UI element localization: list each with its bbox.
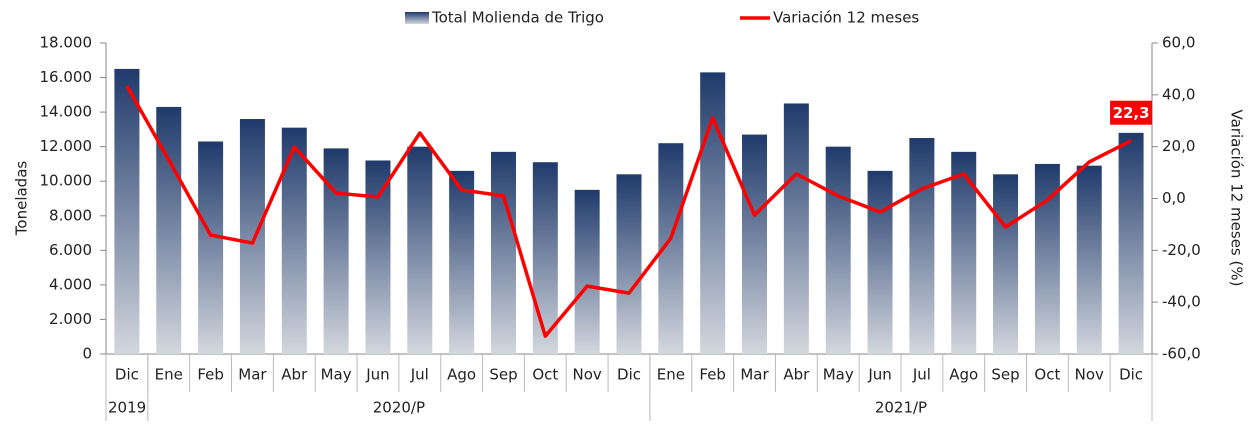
x-tick-label: Nov bbox=[573, 366, 602, 384]
x-tick-label: May bbox=[321, 366, 352, 384]
y2-tick-label: -20,0 bbox=[1162, 241, 1201, 259]
y-tick-label: 2.000 bbox=[49, 310, 92, 328]
y-tick-label: 0 bbox=[82, 345, 92, 363]
x-tick-label: Feb bbox=[197, 366, 224, 384]
x-tick-label: May bbox=[823, 366, 854, 384]
bar bbox=[700, 72, 726, 354]
y-tick-label: 8.000 bbox=[49, 206, 92, 224]
bar bbox=[1034, 163, 1060, 354]
y-tick-label: 12.000 bbox=[40, 137, 93, 155]
legend-swatch bbox=[405, 12, 429, 24]
bar bbox=[490, 151, 516, 354]
value-label: 22,3 bbox=[1113, 104, 1150, 122]
x-tick-label: Dic bbox=[115, 366, 139, 384]
bar bbox=[742, 134, 768, 354]
x-tick-label: Mar bbox=[740, 366, 769, 384]
bar bbox=[449, 170, 475, 354]
bar bbox=[407, 146, 433, 354]
y-tick-label: 16.000 bbox=[40, 68, 93, 86]
bar bbox=[909, 138, 935, 354]
bar bbox=[198, 141, 224, 354]
x-tick-label: Nov bbox=[1075, 366, 1104, 384]
y-tick-label: 4.000 bbox=[49, 275, 92, 293]
y-tick-label: 18.000 bbox=[40, 34, 93, 52]
x-tick-label: Jul bbox=[410, 366, 429, 384]
group-label: 2020/P bbox=[373, 399, 425, 417]
x-tick-label: Dic bbox=[1119, 366, 1143, 384]
x-tick-label: Abr bbox=[783, 366, 810, 384]
y-tick-label: 10.000 bbox=[40, 172, 93, 190]
bar bbox=[867, 170, 893, 354]
x-tick-label: Jul bbox=[912, 366, 931, 384]
bar bbox=[365, 160, 391, 354]
x-tick-label: Oct bbox=[532, 366, 558, 384]
line bbox=[125, 85, 1132, 338]
x-tick-label: Sep bbox=[991, 366, 1019, 384]
x-tick-label: Ago bbox=[949, 366, 978, 384]
bar bbox=[532, 162, 558, 354]
bar bbox=[1076, 165, 1102, 354]
bar bbox=[323, 148, 349, 354]
y-tick-label: 14.000 bbox=[40, 103, 93, 121]
x-tick-label: Ene bbox=[657, 366, 685, 384]
y-axis-label: Toneladas bbox=[13, 161, 31, 237]
x-tick-label: Ene bbox=[155, 366, 183, 384]
y2-tick-label: 20,0 bbox=[1162, 137, 1195, 155]
bar bbox=[825, 146, 851, 354]
bar bbox=[239, 119, 265, 355]
legend-label: Variación 12 meses bbox=[773, 9, 919, 27]
bar bbox=[1118, 132, 1144, 354]
bar bbox=[574, 189, 600, 354]
x-tick-label: Dic bbox=[617, 366, 641, 384]
x-tick-label: Jun bbox=[365, 366, 389, 384]
group-label: 2019 bbox=[108, 399, 146, 417]
bar bbox=[993, 174, 1019, 354]
group-label: 2021/P bbox=[875, 399, 927, 417]
value-label-box bbox=[1110, 100, 1153, 125]
y2-tick-label: 40,0 bbox=[1162, 85, 1195, 103]
bar bbox=[281, 127, 307, 355]
y-tick-label: 6.000 bbox=[49, 241, 92, 259]
bar bbox=[616, 174, 642, 354]
bar bbox=[114, 68, 140, 355]
x-tick-label: Jun bbox=[867, 366, 891, 384]
x-tick-label: Sep bbox=[489, 366, 517, 384]
x-tick-label: Abr bbox=[281, 366, 308, 384]
y2-axis-label: Variación 12 meses (%) bbox=[1228, 110, 1246, 287]
y2-tick-label: 60,0 bbox=[1162, 34, 1195, 52]
x-tick-label: Mar bbox=[238, 366, 267, 384]
y2-tick-label: 0,0 bbox=[1162, 189, 1186, 207]
y2-tick-label: -60,0 bbox=[1162, 345, 1201, 363]
x-tick-label: Feb bbox=[699, 366, 726, 384]
legend-label: Total Molienda de Trigo bbox=[431, 9, 604, 27]
x-tick-label: Ago bbox=[447, 366, 476, 384]
y2-tick-label: -40,0 bbox=[1162, 293, 1201, 311]
x-tick-label: Oct bbox=[1034, 366, 1060, 384]
bar bbox=[783, 103, 809, 354]
